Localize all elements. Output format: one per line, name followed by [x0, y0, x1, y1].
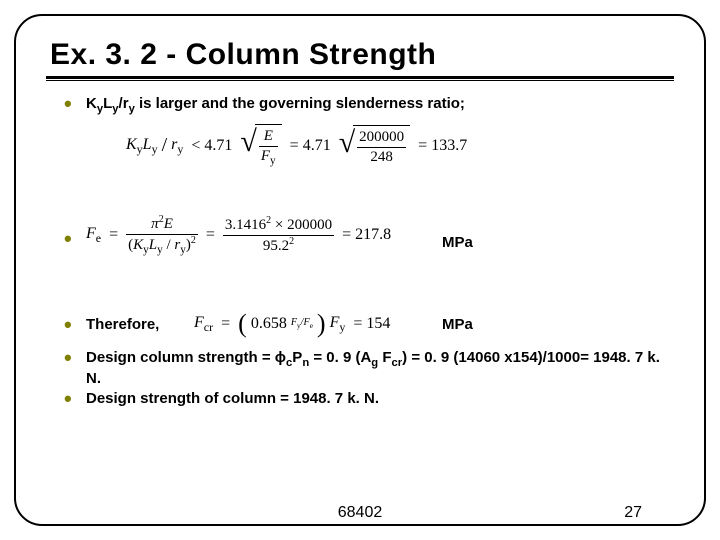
slide-title: Ex. 3. 2 - Column Strength	[46, 38, 674, 72]
footer-center: 68402	[338, 504, 383, 522]
equation-3: Fcr = ( 0.658Fy/Fe ) Fy = 154	[194, 308, 390, 341]
bullet-5-text: Design strength of column = 1948. 7 k. N…	[86, 390, 379, 407]
equation-1: KyLy / ry < 4.71 √EFy = 4.71 √200000248 …	[126, 124, 674, 168]
bullet-list: KyLy/ry is larger and the governing slen…	[46, 95, 674, 409]
bullet-4-text: Design column strength = ϕcPn = 0. 9 (Ag…	[86, 349, 660, 387]
footer-page-number: 27	[624, 504, 642, 522]
title-rule-thin	[46, 80, 674, 81]
slide-frame: Ex. 3. 2 - Column Strength KyLy/ry is la…	[14, 14, 706, 526]
title-rule-thick	[46, 76, 674, 79]
bullet-1: KyLy/ry is larger and the governing slen…	[64, 95, 674, 168]
bullet-5: Design strength of column = 1948. 7 k. N…	[64, 390, 674, 409]
equation-2: Fe = π2E(KyLy / ry)2 = 3.14162 × 2000009…	[86, 214, 391, 257]
bullet-2: Fe = π2E(KyLy / ry)2 = 3.14162 × 2000009…	[64, 230, 674, 280]
bullet-4: Design column strength = ϕcPn = 0. 9 (Ag…	[64, 349, 674, 389]
bullet-3-pre: Therefore,	[86, 316, 159, 333]
bullet-3: Therefore, Fcr = ( 0.658Fy/Fe ) Fy = 154…	[64, 316, 674, 335]
bullet-3-unit: MPa	[442, 316, 473, 335]
bullet-2-unit: MPa	[442, 234, 473, 253]
bullet-1-text: KyLy/ry is larger and the governing slen…	[86, 95, 465, 112]
